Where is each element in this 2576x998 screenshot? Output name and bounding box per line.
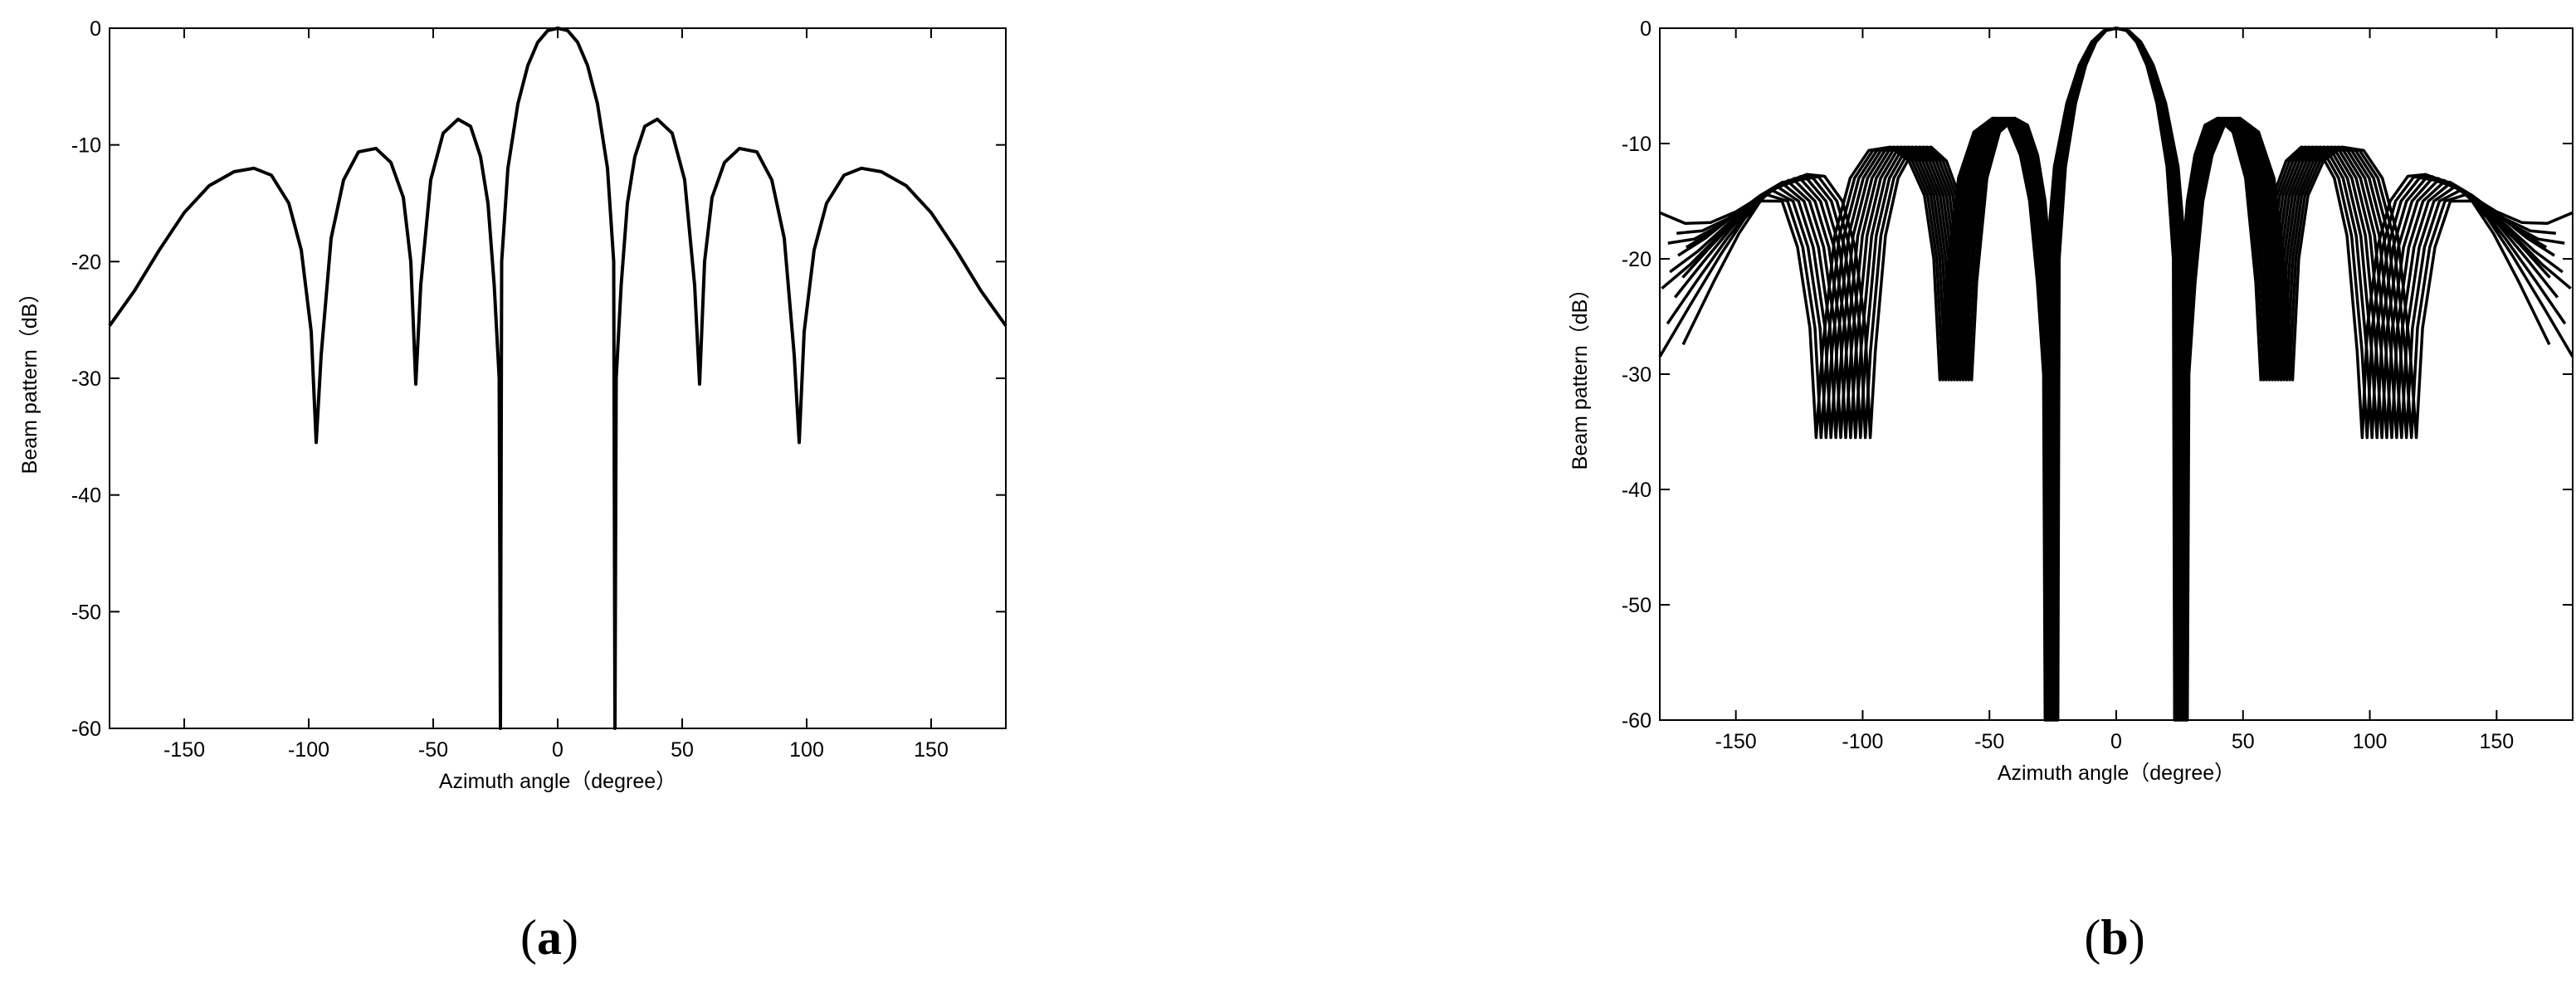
x-tick-label: 100 [789, 738, 824, 762]
panel-label-b-close: ) [2129, 910, 2145, 965]
chart-panel-a: -150 -100 -50 0 50 100 1500-10-20-30-40-50-60 … [18, 17, 1007, 965]
x-tick-label: 150 [914, 738, 949, 762]
y-tick-label: -10 [71, 134, 101, 158]
y-tick-label: 0 [90, 17, 101, 41]
panel-label-b: (b) [2084, 910, 2144, 965]
series-line-0 [1659, 27, 2574, 722]
y-tick-label: -50 [1622, 594, 1651, 617]
series-line-1 [1676, 27, 2556, 722]
x-tick-label: -150 [1715, 730, 1757, 753]
series-line-10 [1658, 27, 2574, 722]
series-line-11 [1681, 27, 2551, 722]
x-tick-label: 50 [2232, 730, 2255, 753]
series-line-6 [1661, 27, 2572, 722]
panel-label-b-open: ( [2084, 910, 2100, 965]
x-tick-label: 0 [2110, 730, 2122, 753]
series-line-2 [1667, 27, 2565, 722]
series-group-b [1658, 27, 2574, 722]
panel-label-a-close: ) [562, 910, 578, 965]
x-tick-label: 50 [671, 738, 694, 762]
y-tick-label: -20 [71, 251, 101, 274]
panel-label-b-letter: b [2100, 910, 2128, 965]
y-tick-label: -60 [71, 718, 101, 741]
chart-panel-b: -150 -100 -50 0 50 100 1500-10-20-30-40-50-60 … [1569, 17, 2574, 965]
tick-group-a: -150 -100 -50 0 50 100 150 0 -10 -20 -30 -40 -50 -60 [71, 17, 1006, 762]
tick-group-b: -150 -100 -50 0 50 100 150 0 -10 -20 -30 -40 -50 -60 [1622, 17, 2573, 753]
y-tick-label: -20 [1622, 248, 1651, 271]
x-tick-label: 150 [2479, 730, 2514, 753]
plot-frame-a [109, 27, 1007, 729]
panel-label-a: (a) [520, 910, 578, 965]
plot-frame-b [1659, 27, 2574, 721]
series-line-8 [1673, 27, 2559, 722]
series-line-3 [1685, 27, 2548, 722]
series-group-a [108, 27, 1007, 730]
y-tick-label: -40 [71, 484, 101, 508]
series-line-9 [1666, 27, 2567, 722]
y-tick-label: 0 [1640, 17, 1651, 41]
y-axis-label-a: Beam pattern（dB） [18, 283, 41, 475]
y-tick-label: -10 [1622, 133, 1651, 156]
series-line-5 [1669, 27, 2564, 722]
y-tick-label: -40 [1622, 479, 1651, 502]
y-tick-label: -50 [71, 601, 101, 624]
series-line-4 [1677, 27, 2555, 722]
x-tick-label: -50 [418, 738, 448, 762]
x-tick-label: 100 [2353, 730, 2388, 753]
x-axis-label-b: Azimuth angle（degree） [1998, 762, 2235, 785]
x-tick-label: -100 [1842, 730, 1883, 753]
y-tick-label: -30 [1622, 363, 1651, 387]
panel-label-a-letter: a [537, 910, 562, 965]
panel-label-a-open: ( [520, 910, 537, 965]
y-tick-label: -60 [1622, 709, 1651, 733]
x-tick-label: -150 [163, 738, 205, 762]
x-axis-label-a: Azimuth angle（degree） [439, 770, 676, 793]
x-tick-label: -50 [1974, 730, 2004, 753]
series-line [108, 27, 1007, 730]
y-axis-label-b: Beam pattern（dB） [1569, 279, 1592, 470]
x-tick-label: -100 [288, 738, 329, 762]
y-tick-label: -30 [71, 368, 101, 391]
x-tick-label: 0 [552, 738, 564, 762]
